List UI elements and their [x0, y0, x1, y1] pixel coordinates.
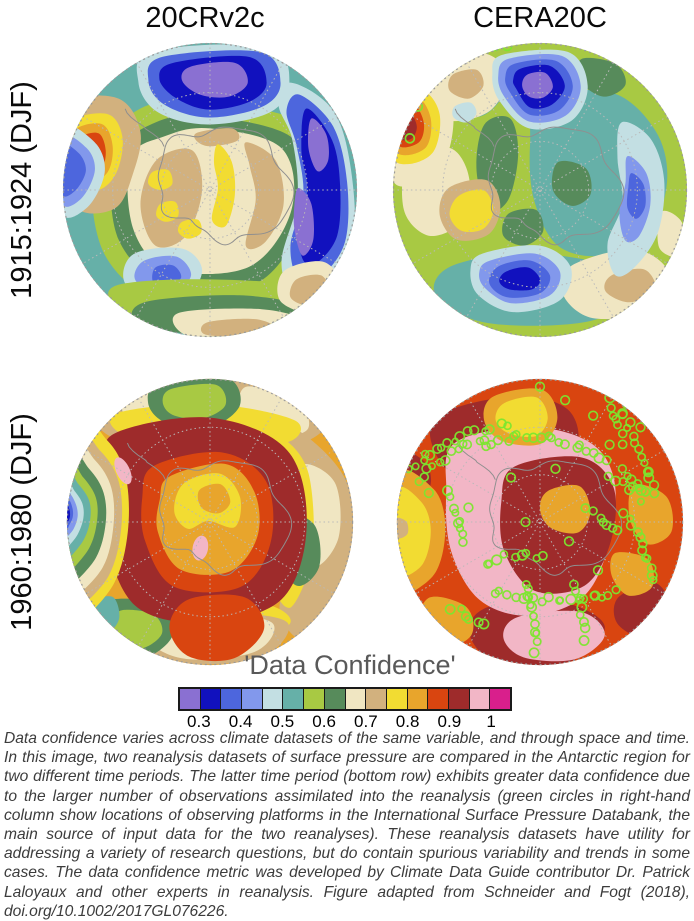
colorbar-tick-label: 0.3 — [187, 712, 211, 731]
colorbar-cell — [303, 689, 324, 709]
colorbar-cell — [385, 689, 407, 709]
figure: 20CRv2c CERA20C 1915:1924 (DJF) 1960:198… — [4, 2, 690, 920]
colorbar-cell — [241, 689, 262, 709]
colorbar-tick-label: 0.5 — [270, 712, 295, 731]
colorbar-cell — [427, 689, 448, 709]
column-title-20crv2c: 20CRv2c — [145, 2, 265, 34]
colorbar-cell — [344, 689, 366, 709]
colorbar-cell — [468, 689, 490, 709]
coastline — [454, 108, 625, 246]
map-panel-20crv2c-1915-1924 — [62, 42, 358, 338]
row-label-1915-1924: 1915:1924 (DJF) — [6, 81, 38, 299]
map-panel-cera20c-1960-1980 — [396, 378, 684, 666]
colorbar-tick-label: 0.8 — [395, 712, 420, 731]
map-panel-20crv2c-1960-1980 — [66, 378, 354, 666]
colorbar-tick-label: 0.9 — [437, 712, 462, 731]
colorbar-cell — [406, 689, 428, 709]
column-title-cera20c: CERA20C — [473, 2, 607, 34]
colorbar-ticks: 0.3 0.4 0.5 0.6 0.7 0.8 0.9 1 — [178, 712, 512, 732]
colorbar-cell — [282, 689, 304, 709]
colorbar-tick-label: 1 — [486, 712, 496, 731]
map-panel-cera20c-1915-1924 — [392, 42, 688, 338]
colorbar-cell — [365, 689, 386, 709]
contour-fills — [392, 42, 688, 338]
colorbar-tick-label: 0.4 — [228, 712, 253, 731]
contour-fills — [396, 378, 684, 666]
colorbar-cell — [489, 689, 510, 709]
colorbar-cell — [447, 689, 469, 709]
colorbar-cell — [261, 689, 283, 709]
colorbar-cell — [199, 689, 221, 709]
figure-caption: Data confidence varies across climate da… — [4, 730, 690, 920]
colorbar-tick-label: 0.7 — [354, 712, 378, 731]
colorbar-cell — [180, 689, 200, 709]
row-label-1960-1980: 1960:1980 (DJF) — [6, 413, 38, 631]
colorbar-cell — [220, 689, 242, 709]
colorbar — [178, 687, 512, 711]
contour-fills — [62, 42, 358, 338]
coastline — [127, 442, 293, 576]
observation-markers — [403, 378, 660, 659]
colorbar-cell — [323, 689, 345, 709]
colorbar-tick-label: 0.6 — [312, 712, 336, 731]
coastline — [124, 108, 295, 246]
colorbar-title: 'Data Confidence' — [244, 650, 456, 680]
coastline — [457, 442, 623, 576]
